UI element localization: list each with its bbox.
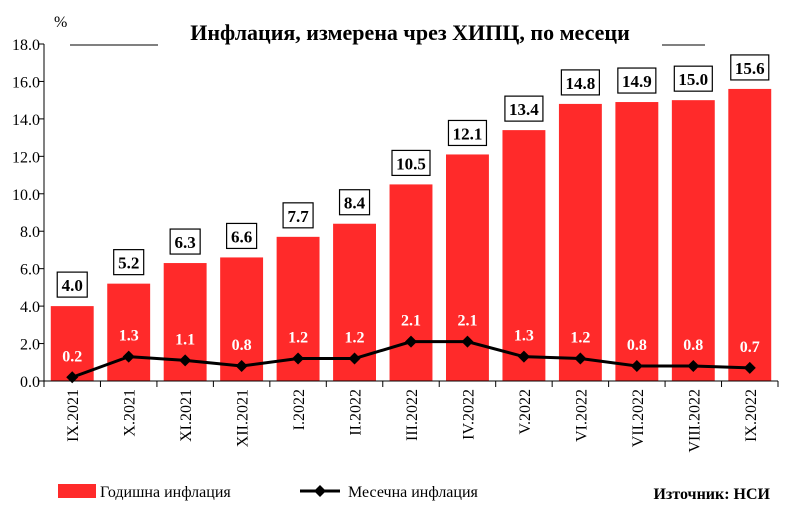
bar-value-box bbox=[560, 69, 600, 96]
y-tick-label: 14.0 bbox=[12, 112, 40, 129]
x-tick-label: VI.2022 bbox=[573, 389, 590, 442]
monthly-point bbox=[574, 352, 587, 365]
bar-value-box bbox=[391, 149, 431, 177]
monthly-point bbox=[235, 360, 248, 373]
monthly-point bbox=[66, 371, 79, 384]
y-tick-label: 18.0 bbox=[12, 37, 40, 54]
legend-swatch-monthly-marker bbox=[314, 485, 326, 497]
monthly-value-label: 2.1 bbox=[457, 313, 477, 330]
bar-value-box bbox=[282, 202, 314, 229]
x-tick-label: VIII.2022 bbox=[686, 389, 703, 453]
bar-value-box bbox=[617, 67, 657, 94]
monthly-point bbox=[122, 350, 135, 363]
bar-value-label: 4.0 bbox=[62, 276, 83, 295]
monthly-value-label: 1.3 bbox=[119, 328, 139, 345]
bar bbox=[671, 100, 715, 382]
monthly-value-label: 1.3 bbox=[514, 328, 534, 345]
monthly-value-label: 0.2 bbox=[62, 348, 82, 365]
monthly-point bbox=[743, 361, 756, 374]
x-tick-label: IV.2022 bbox=[460, 389, 477, 440]
bar-value-box bbox=[169, 228, 201, 255]
bar bbox=[50, 306, 94, 381]
x-tick-label: V.2022 bbox=[517, 389, 534, 435]
x-tick-label: II.2022 bbox=[348, 389, 365, 436]
y-tick-label: 12.0 bbox=[12, 149, 40, 166]
bar-value-box bbox=[730, 54, 770, 81]
legend-swatch-annual bbox=[58, 484, 96, 498]
bar-value-label: 15.0 bbox=[678, 70, 708, 89]
monthly-value-label: 2.1 bbox=[401, 313, 421, 330]
bar-value-box bbox=[447, 119, 488, 147]
bar bbox=[107, 283, 151, 381]
y-tick-label: 0.0 bbox=[20, 374, 40, 391]
y-tick-label: 2.0 bbox=[20, 337, 40, 354]
monthly-point bbox=[630, 360, 643, 373]
y-tick-label: 10.0 bbox=[12, 187, 40, 204]
source-note: Източник: НСИ bbox=[653, 486, 770, 503]
y-axis: 0.0 2.0 4.0 6.0 8.0 10.0 12.0 14.0 16.0 18.0 bbox=[12, 37, 45, 391]
monthly-point bbox=[348, 352, 361, 365]
annual-inflation-bars: 4.0 5.2 6.3 6.6 7.7 8.4 10.5 12.1 13.4 14.8 14.9 15… bbox=[50, 54, 772, 382]
bar-value-label: 12.1 bbox=[453, 124, 483, 143]
monthly-value-label: 0.8 bbox=[683, 337, 703, 354]
y-tick-label: 8.0 bbox=[20, 224, 40, 241]
chart-title: Инфлация, измерена чрез ХИПЦ, по месеци bbox=[190, 20, 630, 45]
x-tick-label: IX.2022 bbox=[743, 389, 760, 442]
bar-value-label: 14.8 bbox=[566, 74, 596, 93]
bar bbox=[502, 130, 546, 381]
y-tick-label: 4.0 bbox=[20, 299, 40, 316]
monthly-value-label: 1.2 bbox=[288, 330, 308, 347]
monthly-value-label: 0.8 bbox=[232, 337, 252, 354]
monthly-point bbox=[687, 360, 700, 373]
bar-value-box bbox=[226, 222, 258, 250]
monthly-point bbox=[405, 335, 417, 348]
bar-value-label: 15.6 bbox=[735, 59, 765, 78]
bar bbox=[558, 103, 602, 382]
bar-value-box bbox=[673, 65, 713, 92]
x-tick-label: III.2022 bbox=[404, 389, 421, 441]
bar bbox=[728, 88, 772, 381]
monthly-value-label: 1.2 bbox=[345, 330, 365, 347]
monthly-point bbox=[461, 335, 474, 348]
y-tick-label: 16.0 bbox=[12, 74, 40, 91]
monthly-point bbox=[517, 350, 530, 363]
x-tick-label: XII.2021 bbox=[235, 389, 252, 447]
bar-value-label: 6.3 bbox=[175, 233, 196, 252]
x-tick-label: IX.2021 bbox=[65, 389, 82, 442]
monthly-inflation-line: 0.2 1.3 1.1 0.8 1.2 1.2 2.1 2.1 1.3 1.2 0.8 0.8 0.7 bbox=[62, 313, 760, 384]
monthly-value-label: 0.7 bbox=[740, 339, 760, 356]
bar-value-box bbox=[113, 249, 145, 276]
x-tick-label: I.2022 bbox=[291, 389, 308, 430]
y-tick-label: 6.0 bbox=[20, 262, 40, 279]
legend-label-monthly: Месечна инфлация bbox=[348, 484, 479, 501]
bar-value-box bbox=[56, 271, 88, 298]
x-tick-label: X.2021 bbox=[122, 389, 139, 437]
legend-label-annual: Годишна инфлация bbox=[100, 484, 231, 501]
bar-value-label: 10.5 bbox=[396, 154, 426, 173]
bar-value-label: 5.2 bbox=[118, 254, 139, 273]
y-unit-label: % bbox=[54, 14, 67, 31]
x-axis: IX.2021 X.2021 XI.2021 XII.2021 I.2022 II.202… bbox=[43, 380, 779, 453]
monthly-value-label: 1.2 bbox=[570, 330, 590, 347]
monthly-value-label: 0.8 bbox=[627, 337, 647, 354]
x-tick-label: VII.2022 bbox=[630, 389, 647, 447]
bar bbox=[389, 184, 433, 381]
bar-value-label: 14.9 bbox=[622, 72, 652, 91]
bar-value-box bbox=[504, 95, 544, 122]
bar-value-label: 7.7 bbox=[287, 207, 309, 226]
bar bbox=[615, 102, 659, 382]
monthly-point bbox=[179, 354, 192, 367]
x-tick-label: XI.2021 bbox=[178, 389, 195, 442]
bar-value-label: 13.4 bbox=[509, 100, 539, 119]
monthly-value-label: 1.1 bbox=[175, 331, 195, 348]
bar-value-label: 6.6 bbox=[231, 227, 252, 246]
bar-value-box bbox=[338, 189, 371, 216]
bar-value-label: 8.4 bbox=[344, 194, 366, 213]
monthly-point bbox=[292, 352, 305, 365]
